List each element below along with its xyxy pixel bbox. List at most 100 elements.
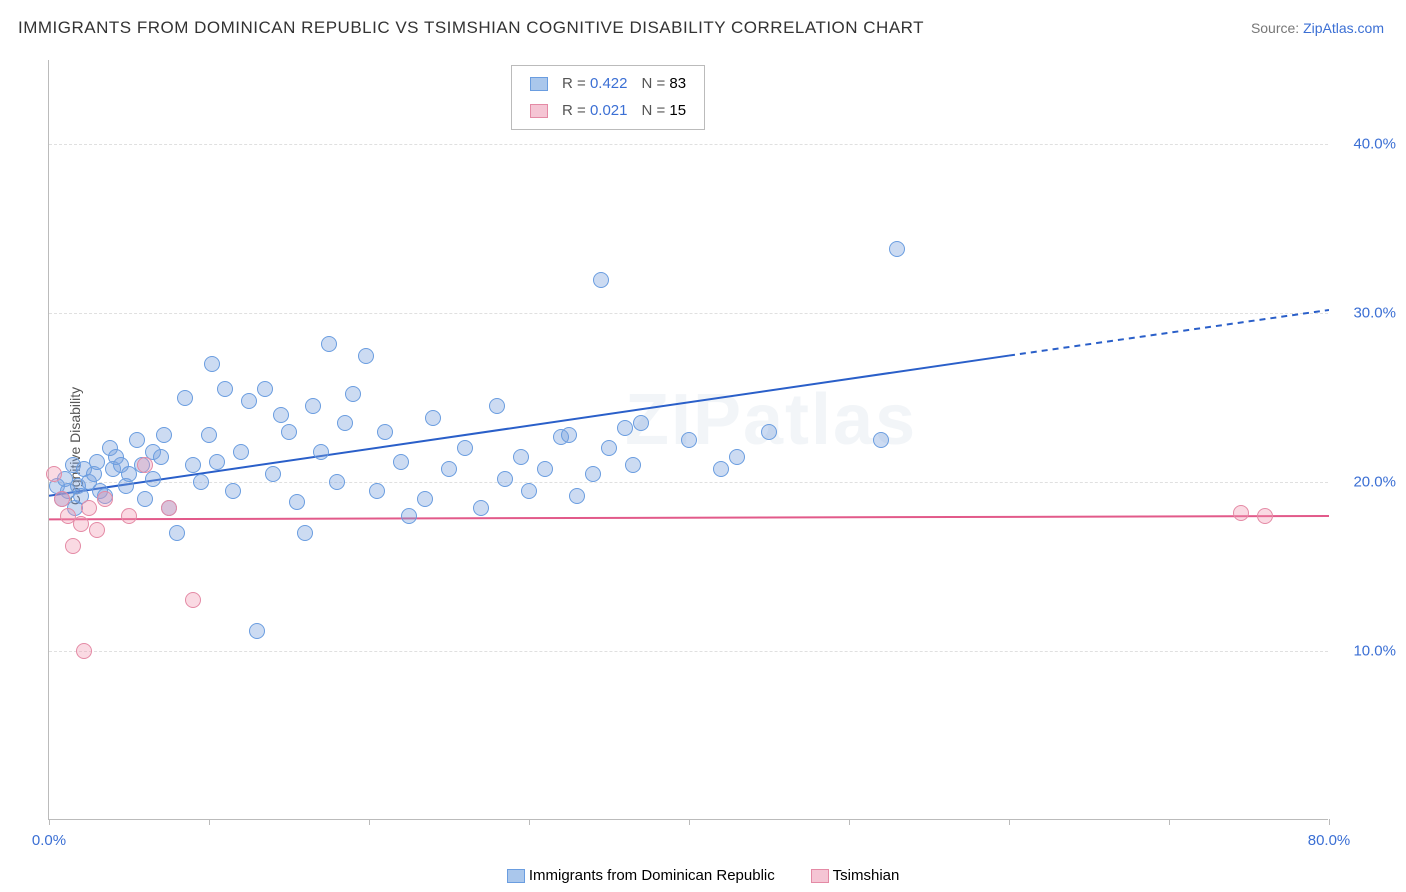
scatter-point-dominican (265, 466, 281, 482)
scatter-point-dominican (185, 457, 201, 473)
legend-swatch-dominican (530, 77, 548, 91)
legend-item-dominican: Immigrants from Dominican Republic (507, 867, 775, 884)
scatter-point-dominican (729, 449, 745, 465)
x-tick (689, 819, 690, 825)
scatter-point-dominican (457, 440, 473, 456)
scatter-point-dominican (425, 410, 441, 426)
legend-swatch-tsimshian (811, 869, 829, 883)
legend-stats: R = 0.422N = 83R = 0.021N = 15 (511, 65, 705, 130)
scatter-point-tsimshian (81, 500, 97, 516)
scatter-point-dominican (617, 420, 633, 436)
scatter-point-dominican (417, 491, 433, 507)
legend-item-tsimshian: Tsimshian (811, 867, 900, 884)
scatter-point-tsimshian (89, 522, 105, 538)
gridline (49, 651, 1328, 652)
scatter-point-dominican (305, 398, 321, 414)
source-link[interactable]: ZipAtlas.com (1303, 20, 1384, 36)
gridline (49, 482, 1328, 483)
scatter-point-dominican (289, 494, 305, 510)
scatter-point-dominican (313, 444, 329, 460)
scatter-point-dominican (249, 623, 265, 639)
scatter-point-dominican (257, 381, 273, 397)
scatter-point-tsimshian (54, 491, 70, 507)
scatter-point-dominican (513, 449, 529, 465)
scatter-point-dominican (497, 471, 513, 487)
legend-label-tsimshian: Tsimshian (833, 867, 900, 884)
scatter-point-dominican (204, 356, 220, 372)
scatter-point-dominican (633, 415, 649, 431)
scatter-point-dominican (537, 461, 553, 477)
scatter-point-tsimshian (65, 538, 81, 554)
legend-label-dominican: Immigrants from Dominican Republic (529, 867, 775, 884)
scatter-point-dominican (337, 415, 353, 431)
legend-bottom: Immigrants from Dominican Republic Tsims… (0, 867, 1406, 884)
scatter-point-tsimshian (97, 491, 113, 507)
scatter-point-dominican (889, 241, 905, 257)
scatter-point-dominican (441, 461, 457, 477)
watermark: ZIPatlas (625, 379, 917, 461)
scatter-point-dominican (521, 483, 537, 499)
scatter-point-dominican (177, 390, 193, 406)
scatter-point-tsimshian (1233, 505, 1249, 521)
scatter-point-tsimshian (1257, 508, 1273, 524)
x-tick (849, 819, 850, 825)
scatter-point-dominican (321, 336, 337, 352)
scatter-plot: ZIPatlas 10.0%20.0%30.0%40.0%0.0%80.0%R … (48, 60, 1328, 820)
source-label: Source: (1251, 20, 1303, 36)
legend-swatch-tsimshian (530, 104, 548, 118)
scatter-point-dominican (681, 432, 697, 448)
x-tick (49, 819, 50, 825)
scatter-point-dominican (217, 381, 233, 397)
scatter-point-dominican (156, 427, 172, 443)
scatter-point-dominican (489, 398, 505, 414)
x-tick (1329, 819, 1330, 825)
legend-swatch-dominican (507, 869, 525, 883)
scatter-point-dominican (585, 466, 601, 482)
gridline (49, 313, 1328, 314)
x-tick (369, 819, 370, 825)
x-tick (209, 819, 210, 825)
x-tick-label: 80.0% (1308, 832, 1351, 849)
scatter-point-dominican (233, 444, 249, 460)
y-tick-label: 20.0% (1336, 474, 1396, 491)
scatter-point-dominican (297, 525, 313, 541)
x-tick (1009, 819, 1010, 825)
y-tick-label: 10.0% (1336, 643, 1396, 660)
scatter-point-tsimshian (46, 466, 62, 482)
x-tick (529, 819, 530, 825)
x-tick-label: 0.0% (32, 832, 66, 849)
y-tick-label: 30.0% (1336, 305, 1396, 322)
scatter-point-tsimshian (76, 643, 92, 659)
scatter-point-dominican (561, 427, 577, 443)
scatter-point-dominican (137, 491, 153, 507)
scatter-point-dominican (209, 454, 225, 470)
x-tick (1169, 819, 1170, 825)
scatter-point-dominican (473, 500, 489, 516)
gridline (49, 144, 1328, 145)
scatter-point-dominican (569, 488, 585, 504)
scatter-point-tsimshian (161, 500, 177, 516)
chart-title: IMMIGRANTS FROM DOMINICAN REPUBLIC VS TS… (18, 18, 924, 38)
scatter-point-dominican (761, 424, 777, 440)
legend-r-value-dominican: 0.422 (590, 75, 628, 92)
legend-n-value-tsimshian: 15 (669, 102, 686, 119)
scatter-point-tsimshian (121, 508, 137, 524)
scatter-point-dominican (153, 449, 169, 465)
scatter-point-dominican (145, 471, 161, 487)
scatter-point-dominican (625, 457, 641, 473)
regression-line-tsimshian (49, 516, 1329, 519)
source-attribution: Source: ZipAtlas.com (1251, 20, 1384, 36)
legend-r-value-tsimshian: 0.021 (590, 102, 628, 119)
regression-line-dashed-dominican (1009, 310, 1329, 356)
scatter-point-dominican (169, 525, 185, 541)
regression-line-dominican (49, 356, 1009, 496)
scatter-point-dominican (329, 474, 345, 490)
scatter-point-dominican (401, 508, 417, 524)
scatter-point-dominican (273, 407, 289, 423)
scatter-point-dominican (193, 474, 209, 490)
scatter-point-dominican (601, 440, 617, 456)
scatter-point-dominican (201, 427, 217, 443)
legend-n-label: N = (641, 102, 669, 119)
legend-r-label: R = (562, 102, 590, 119)
scatter-point-dominican (593, 272, 609, 288)
